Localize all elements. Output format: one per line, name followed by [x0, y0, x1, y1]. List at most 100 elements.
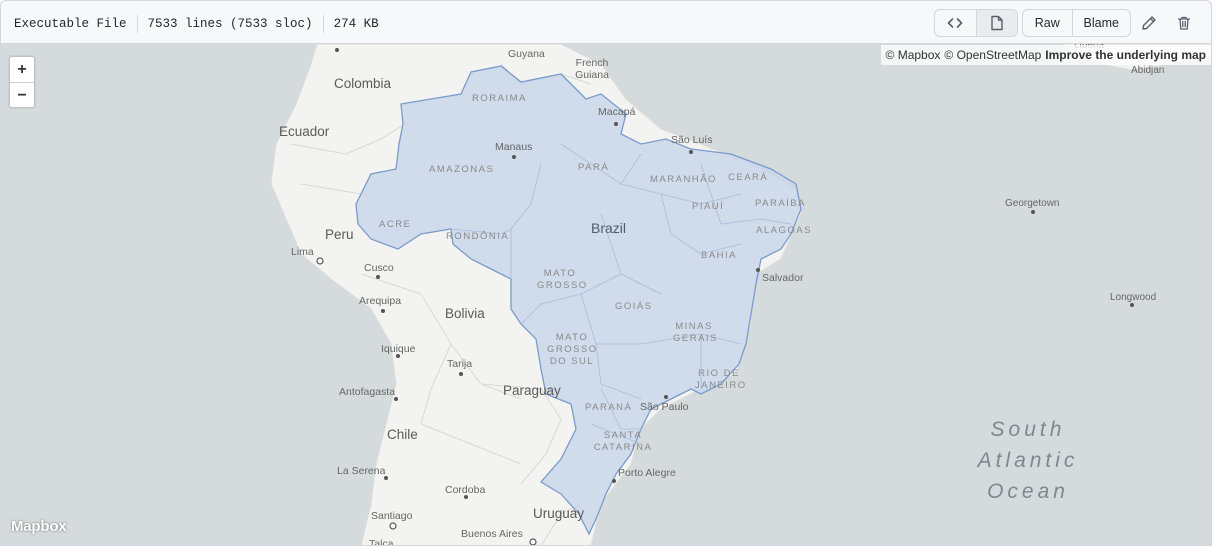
state-label: PARANÁ: [585, 402, 633, 413]
city-dot-longwood: [1130, 303, 1134, 307]
country-label: Uruguay: [533, 506, 585, 521]
state-label: PARAÍBA: [755, 198, 806, 209]
file-meta: Executable File 7533 lines (7533 sloc) 2…: [14, 15, 379, 33]
map-canvas[interactable]: [1, 44, 1212, 546]
city-label: Abidjan: [1131, 65, 1165, 76]
city-dot-tarija: [459, 372, 463, 376]
city-dot-iquique: [396, 354, 400, 358]
file-icon: [991, 15, 1003, 31]
city-label: São Luís: [671, 134, 713, 146]
state-label: MARANHÃO: [650, 174, 717, 185]
state-label: ACRE: [379, 219, 412, 230]
raw-button[interactable]: Raw: [1034, 16, 1060, 30]
city-label: Tarija: [447, 358, 473, 370]
city-dot-lima: [316, 257, 324, 265]
city-label: Macapá: [598, 106, 636, 118]
country-label: Ecuador: [279, 124, 330, 139]
city-dot-guyana: [335, 48, 339, 52]
ocean-label-line: South: [990, 418, 1066, 441]
city-label: Manaus: [495, 141, 533, 153]
city-dot-macapa: [614, 122, 618, 126]
city-label: Cordoba: [445, 484, 486, 496]
state-label: GOIÁS: [615, 301, 653, 312]
country-label: Paraguay: [503, 383, 561, 398]
state-label: MATO GROSSO DO SUL: [547, 332, 598, 367]
country-label: French Guiana: [575, 57, 609, 81]
city-label: La Serena: [337, 465, 386, 477]
file-type: Executable File: [14, 17, 127, 31]
zoom-in-button[interactable]: +: [17, 60, 27, 78]
city-dot-cusco: [376, 275, 380, 279]
divider: [136, 15, 138, 33]
ocean-label-line: Ocean: [987, 480, 1069, 503]
city-dot-sao-paulo: [664, 395, 668, 399]
state-label: PIAUÍ: [692, 201, 725, 212]
city-dot-cordoba: [464, 495, 468, 499]
country-label: Peru: [325, 227, 354, 242]
state-label: SANTA CATARINA: [593, 430, 653, 453]
city-label: Lima: [291, 246, 314, 258]
city-label: Georgetown: [1005, 198, 1060, 209]
city-label: Salvador: [762, 272, 804, 284]
edit-button[interactable]: [1136, 10, 1162, 36]
state-label: RORAIMA: [472, 93, 527, 104]
city-label: Arequipa: [359, 295, 402, 307]
state-borders: [450, 143, 792, 445]
zoom-control: + −: [9, 56, 35, 108]
city-label: São Paulo: [640, 401, 689, 413]
zoom-out-button[interactable]: −: [10, 82, 34, 108]
mapbox-attribution-link[interactable]: © Mapbox: [885, 48, 941, 62]
city-label: Santiago: [371, 510, 413, 522]
line-count: 7533 lines (7533 sloc): [147, 17, 313, 31]
state-label: PARÁ: [578, 162, 610, 173]
map-view[interactable]: Colombia Ecuador Peru Bolivia Brazil Par…: [0, 44, 1212, 546]
raw-blame-group: Raw Blame: [1022, 9, 1131, 37]
country-label: Colombia: [334, 76, 392, 91]
state-label: MATO GROSSO: [537, 268, 588, 291]
osm-attribution-link[interactable]: © OpenStreetMap: [944, 48, 1042, 62]
city-dot-sao-luis: [689, 150, 693, 154]
pencil-icon: [1142, 16, 1156, 30]
city-dot-porto-alegre: [612, 479, 616, 483]
city-label: Antofagasta: [339, 386, 396, 398]
city-dot-georgetown: [1031, 210, 1035, 214]
file-size: 274 KB: [333, 17, 379, 31]
delete-button[interactable]: [1171, 10, 1197, 36]
state-label: ALAGOAS: [756, 225, 812, 236]
ocean-label-line: Atlantic: [977, 449, 1079, 472]
city-label: Longwood: [1110, 292, 1157, 303]
city-dot-santiago: [389, 522, 397, 530]
map-attribution: © Mapbox © OpenStreetMap Improve the und…: [880, 45, 1211, 65]
city-label: Porto Alegre: [618, 467, 676, 479]
city-label: Cusco: [364, 262, 394, 274]
country-label: Bolivia: [445, 306, 485, 321]
state-label: RIO DE JANEIRO: [695, 368, 747, 391]
divider: [322, 15, 324, 33]
code-icon: [947, 18, 963, 28]
city-label: Buenos Aires: [461, 528, 523, 540]
state-label: MINAS GERAIS: [673, 321, 718, 344]
state-label: AMAZONAS: [429, 164, 495, 175]
country-label: Chile: [387, 427, 418, 442]
state-label: BAHIA: [701, 250, 738, 261]
country-label: Guyana: [508, 48, 545, 60]
ocean-label: South Atlantic Ocean: [967, 414, 1089, 507]
view-toggle: [934, 9, 1018, 37]
preview-view-button[interactable]: [975, 10, 1017, 36]
city-dot-buenos-aires: [529, 538, 537, 545]
code-view-button[interactable]: [935, 10, 976, 36]
state-label: CEARÁ: [728, 172, 769, 183]
improve-map-link[interactable]: Improve the underlying map: [1045, 48, 1206, 62]
file-header: Executable File 7533 lines (7533 sloc) 2…: [0, 0, 1212, 44]
city-dot-antofagasta: [394, 397, 398, 401]
state-label: RONDÔNIA: [446, 231, 510, 242]
city-label: Talca: [369, 538, 394, 546]
city-dot-manaus: [512, 155, 516, 159]
city-label: Iquique: [381, 343, 416, 355]
blame-button[interactable]: Blame: [1071, 10, 1130, 36]
trash-icon: [1177, 16, 1191, 30]
mapbox-logo[interactable]: Mapbox: [11, 518, 67, 535]
country-label: Brazil: [591, 220, 627, 236]
city-dot-salvador: [756, 268, 760, 272]
city-dot-la-serena: [384, 476, 388, 480]
